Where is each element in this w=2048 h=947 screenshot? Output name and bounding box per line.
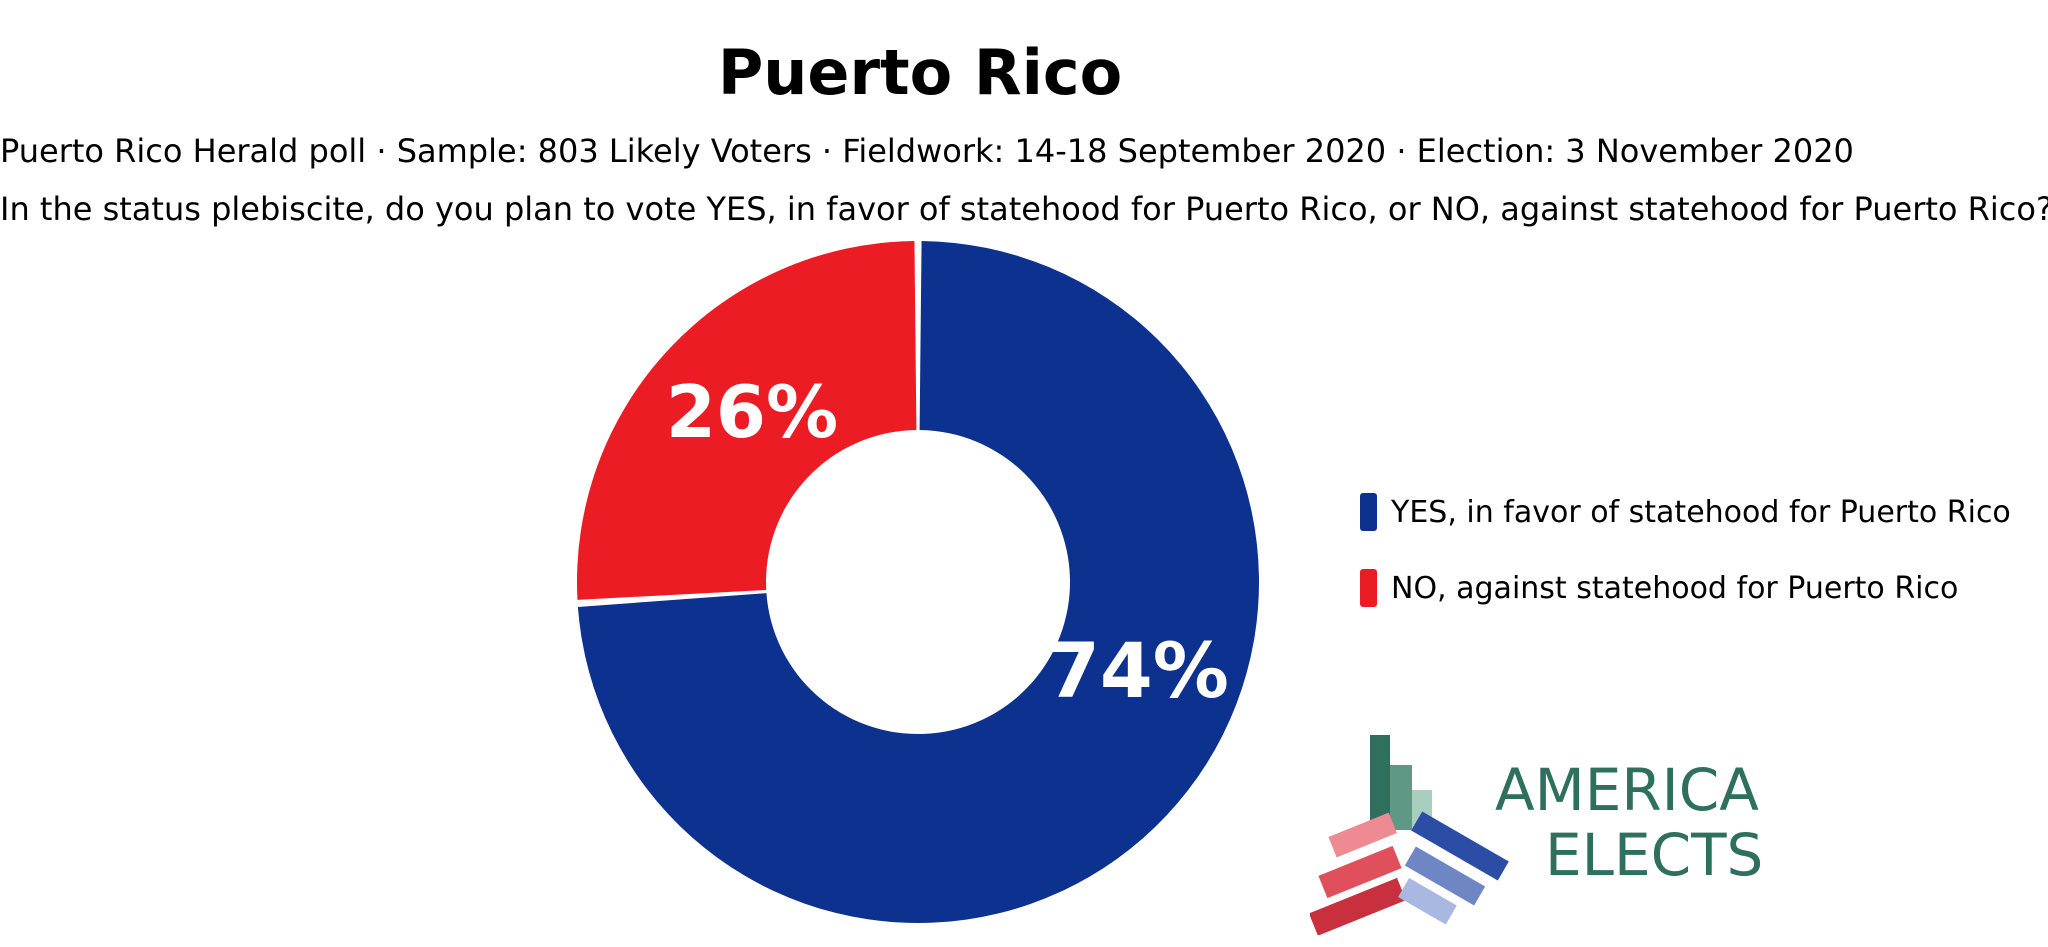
chart-subtitle: Puerto Rico Herald poll · Sample: 803 Li… <box>0 132 1854 170</box>
legend-item-no: NO, against statehood for Puerto Rico <box>1360 566 2011 610</box>
slice-yes <box>577 241 1259 924</box>
logo-text-america: AMERICA <box>1495 756 1759 824</box>
data-label-yes: 74% <box>1047 626 1229 715</box>
legend-swatch-no <box>1360 569 1377 607</box>
legend-label-yes: YES, in favor of statehood for Puerto Ri… <box>1391 494 2011 530</box>
slice-no <box>577 241 917 600</box>
legend-label-no: NO, against statehood for Puerto Rico <box>1391 570 1959 606</box>
data-label-no: 26% <box>666 370 838 454</box>
chart-legend: YES, in favor of statehood for Puerto Ri… <box>1360 490 2011 642</box>
poll-question: In the status plebiscite, do you plan to… <box>0 190 2048 228</box>
chart-title: Puerto Rico <box>717 36 1123 109</box>
legend-swatch-yes <box>1360 493 1377 531</box>
legend-item-yes: YES, in favor of statehood for Puerto Ri… <box>1360 490 2011 534</box>
america-elects-logo: AMERICA ELECTS <box>1310 735 1760 935</box>
logo-text-elects: ELECTS <box>1545 821 1760 889</box>
